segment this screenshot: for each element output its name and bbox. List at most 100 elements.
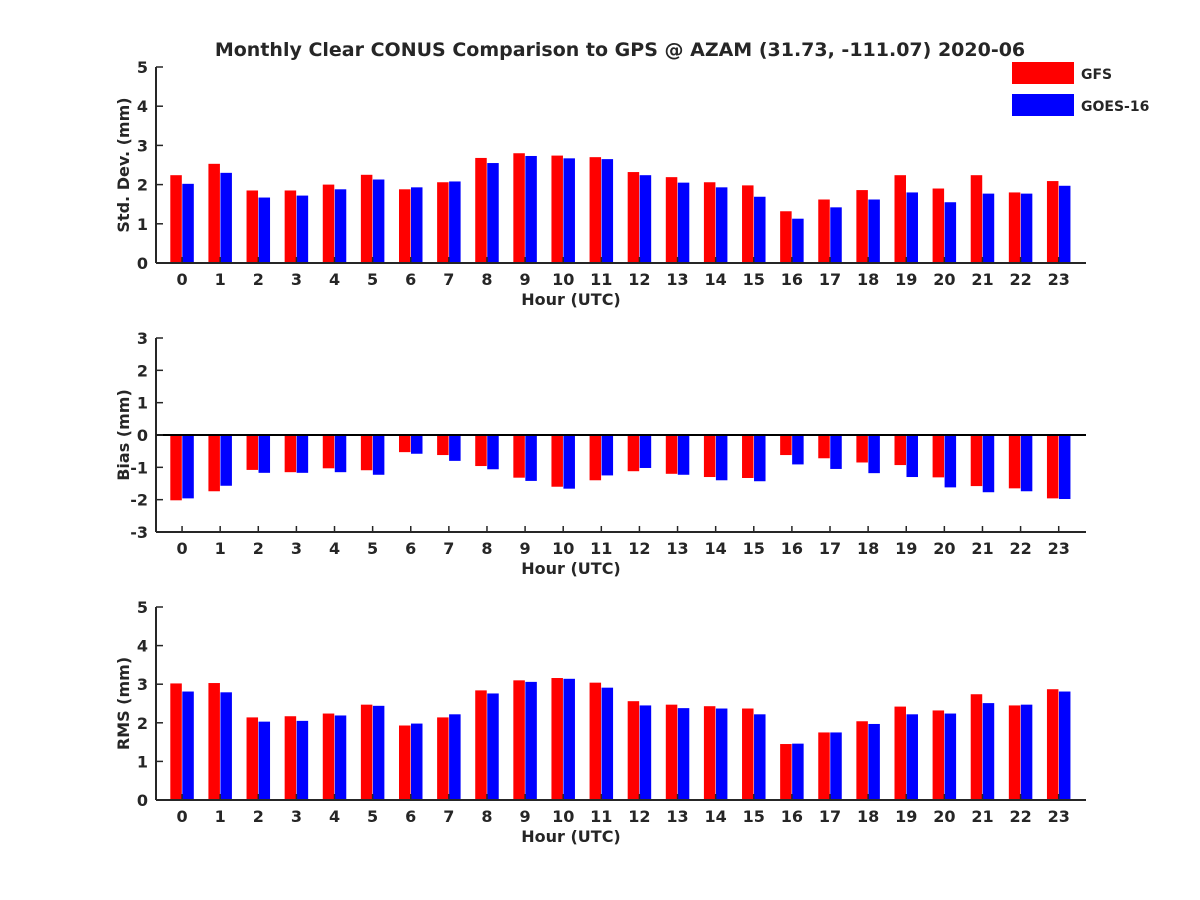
bar — [399, 189, 411, 263]
bar — [1008, 435, 1021, 489]
x-tick-label: 22 — [1009, 807, 1031, 826]
bar — [868, 199, 880, 263]
x-tick-label: 9 — [520, 270, 531, 289]
bar — [792, 435, 804, 465]
bar — [487, 435, 499, 470]
legend-label: GFS — [1081, 67, 1112, 83]
bar — [182, 691, 194, 800]
bar — [932, 188, 945, 263]
bar — [284, 716, 297, 800]
y-tick-label: 2 — [137, 714, 148, 733]
x-axis-label: Hour (UTC) — [521, 559, 621, 578]
x-tick-label: 18 — [857, 539, 879, 558]
bar — [437, 182, 449, 263]
x-tick-label: 6 — [405, 539, 416, 558]
x-tick-label: 21 — [971, 270, 993, 289]
bar — [475, 157, 487, 263]
x-tick-label: 12 — [628, 270, 650, 289]
y-tick-label: -1 — [130, 458, 148, 477]
bar — [639, 435, 652, 468]
bar — [830, 207, 842, 263]
bar — [563, 678, 575, 800]
bar — [487, 693, 499, 800]
bar — [818, 732, 830, 800]
y-tick-label: 3 — [137, 136, 148, 155]
bar — [513, 680, 525, 800]
bar — [715, 708, 728, 800]
bar — [703, 706, 716, 800]
x-tick-label: 20 — [933, 807, 955, 826]
bar — [982, 703, 995, 800]
x-tick-label: 10 — [552, 539, 574, 558]
x-axis-label: Hour (UTC) — [521, 290, 621, 309]
x-tick-label: 2 — [253, 539, 264, 558]
y-tick-label: 2 — [137, 361, 148, 380]
bar — [818, 435, 830, 459]
bar — [677, 435, 690, 475]
bar — [513, 153, 525, 263]
bar — [182, 183, 194, 263]
x-tick-label: 21 — [971, 807, 993, 826]
y-tick-label: 1 — [137, 752, 148, 771]
series-gfs-bars — [170, 678, 1059, 800]
bar — [677, 708, 690, 800]
bar — [1058, 691, 1071, 800]
bar — [703, 435, 716, 478]
series-goes16-bars — [182, 678, 1071, 800]
bar — [601, 159, 614, 263]
y-tick-label: 1 — [137, 215, 148, 234]
bar — [627, 701, 640, 800]
bar — [170, 175, 182, 263]
x-tick-label: 6 — [405, 270, 416, 289]
bar — [437, 717, 449, 800]
bar — [742, 185, 754, 263]
bar — [715, 187, 728, 263]
x-tick-label: 21 — [971, 539, 993, 558]
bar — [284, 435, 297, 473]
x-tick-label: 7 — [443, 539, 454, 558]
x-tick-label: 10 — [552, 270, 574, 289]
x-tick-label: 0 — [176, 807, 187, 826]
bar — [220, 172, 232, 263]
bar — [411, 435, 423, 454]
bar — [360, 174, 373, 263]
bar — [944, 713, 957, 800]
x-tick-label: 22 — [1009, 270, 1031, 289]
bar — [296, 435, 309, 473]
x-tick-label: 10 — [552, 807, 574, 826]
bar — [1008, 705, 1021, 800]
bar — [868, 723, 880, 800]
x-tick-label: 22 — [1009, 539, 1031, 558]
series-goes16-bars — [182, 155, 1071, 263]
bar — [322, 713, 335, 800]
bar — [818, 199, 830, 263]
bar — [703, 182, 716, 263]
bar — [589, 682, 602, 800]
x-tick-label: 2 — [253, 807, 264, 826]
x-tick-label: 9 — [520, 807, 531, 826]
legend-swatch — [1012, 62, 1074, 84]
x-tick-label: 12 — [628, 539, 650, 558]
bar — [246, 717, 259, 800]
bar — [665, 704, 678, 800]
x-tick-label: 13 — [666, 807, 688, 826]
x-tick-label: 23 — [1048, 539, 1070, 558]
bar — [372, 435, 385, 475]
bar — [792, 218, 804, 263]
series-gfs-bars — [170, 153, 1059, 263]
x-tick-label: 7 — [443, 270, 454, 289]
bar — [780, 744, 792, 800]
bar — [1046, 689, 1059, 800]
bar — [296, 720, 309, 800]
x-tick-label: 3 — [291, 807, 302, 826]
bar — [932, 435, 945, 478]
bar — [1046, 435, 1059, 499]
x-tick-label: 1 — [215, 807, 226, 826]
x-tick-label: 11 — [590, 539, 612, 558]
bar — [360, 704, 373, 800]
y-tick-label: -3 — [130, 523, 148, 542]
bar — [170, 435, 182, 501]
x-tick-label: 23 — [1048, 807, 1070, 826]
bar — [780, 211, 792, 263]
bar — [970, 435, 983, 487]
